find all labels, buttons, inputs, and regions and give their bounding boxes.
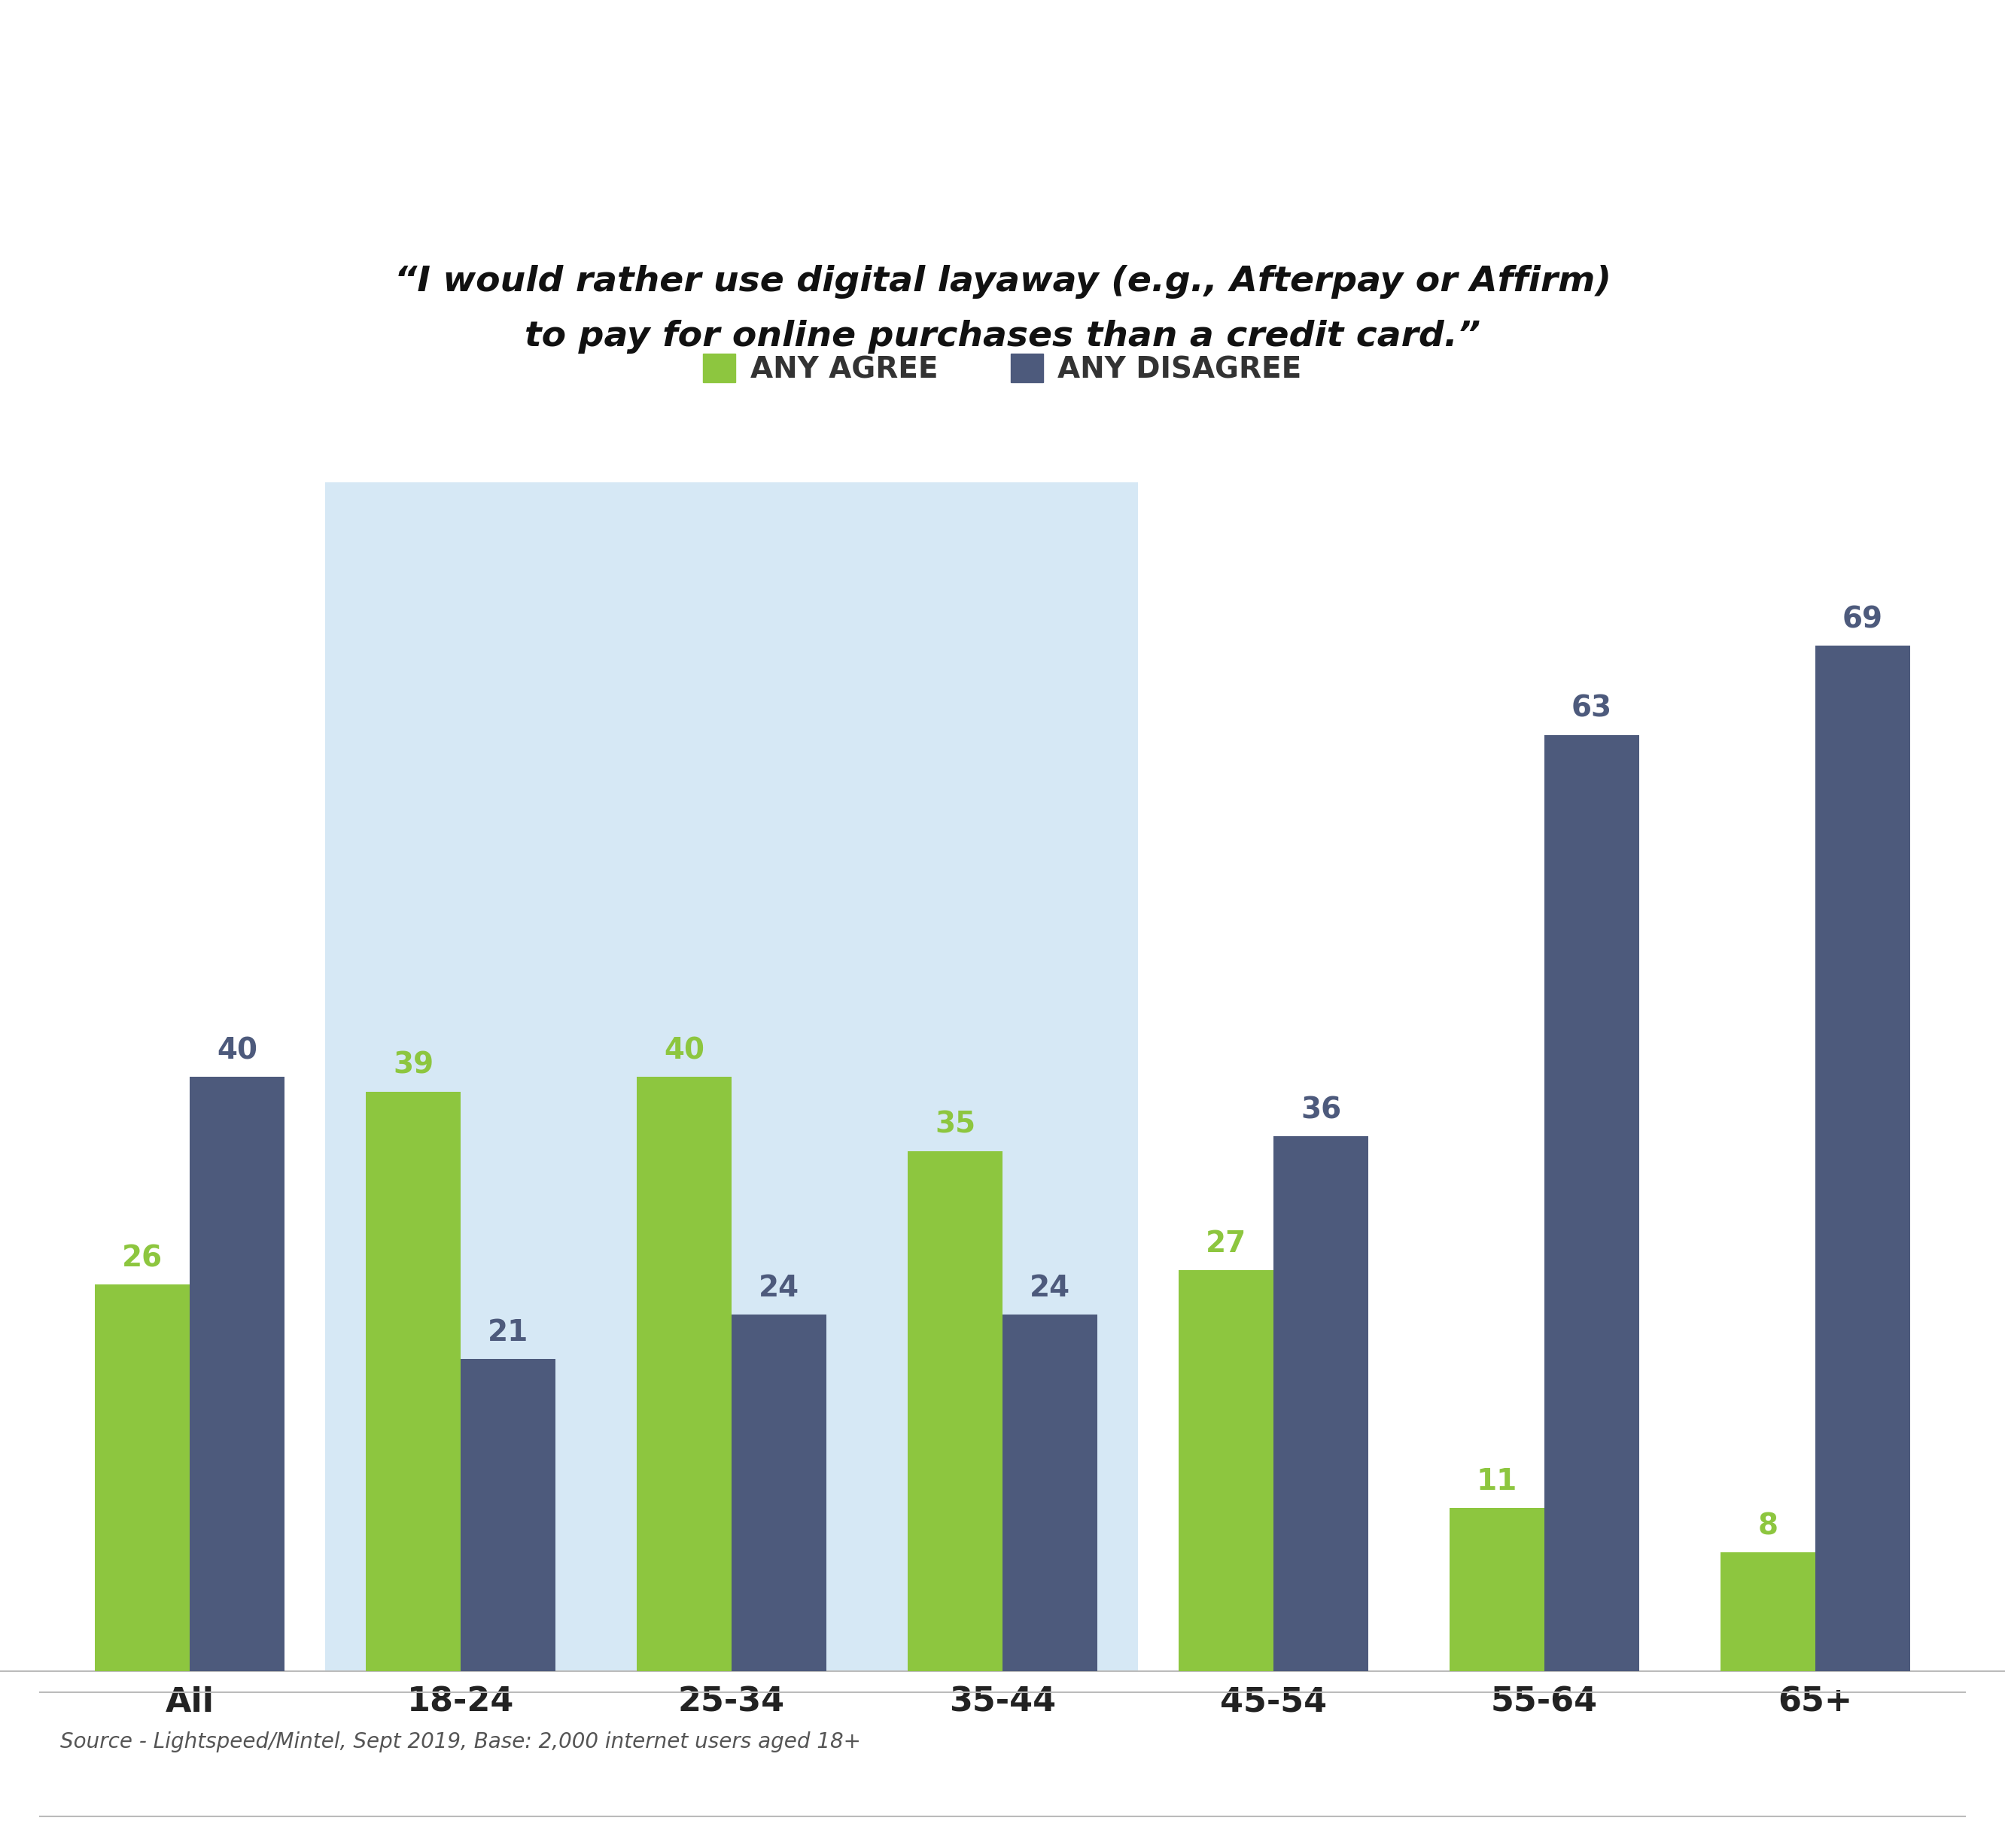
Text: 69: 69 — [1843, 604, 1883, 634]
Legend: ANY AGREE, ANY DISAGREE: ANY AGREE, ANY DISAGREE — [692, 342, 1313, 395]
Bar — [190, 1077, 285, 1671]
Text: 21: 21 — [487, 1319, 529, 1347]
Text: 27: 27 — [1205, 1229, 1247, 1258]
Text: 8: 8 — [1758, 1512, 1778, 1541]
Bar — [1002, 1314, 1097, 1671]
Bar — [732, 1314, 826, 1671]
Bar — [365, 1092, 461, 1671]
Bar — [94, 1284, 190, 1671]
Bar — [1450, 1508, 1544, 1671]
Text: 26: 26 — [122, 1244, 162, 1273]
Text: Source - Lightspeed/Mintel, Sept 2019, Base: 2,000 internet users aged 18+: Source - Lightspeed/Mintel, Sept 2019, B… — [60, 1732, 860, 1752]
Text: 36: 36 — [1301, 1096, 1341, 1124]
Text: “I would rather use digital layaway (e.g., Afterpay or Affirm)
to pay for online: “I would rather use digital layaway (e.g… — [395, 264, 1610, 353]
Text: 63: 63 — [1572, 695, 1612, 723]
Bar — [1179, 1270, 1273, 1671]
Bar — [638, 1077, 732, 1671]
Bar — [1815, 645, 1911, 1671]
Text: ATTITUDES TOWARD PERSONAL LOAN ATTRIBUTES BY AGE: ATTITUDES TOWARD PERSONAL LOAN ATTRIBUTE… — [108, 35, 1897, 87]
Text: 40: 40 — [664, 1037, 704, 1064]
Bar — [1544, 736, 1640, 1671]
Bar — [325, 482, 1139, 1671]
Bar — [461, 1358, 555, 1671]
Text: 35: 35 — [934, 1111, 976, 1138]
Text: 11: 11 — [1476, 1467, 1518, 1495]
Text: 24: 24 — [1029, 1273, 1071, 1303]
Text: 40: 40 — [217, 1037, 257, 1064]
Text: 24: 24 — [758, 1273, 800, 1303]
Bar — [1273, 1137, 1367, 1671]
Bar — [1720, 1552, 1815, 1671]
Text: 39: 39 — [393, 1052, 433, 1079]
Bar — [908, 1151, 1002, 1671]
